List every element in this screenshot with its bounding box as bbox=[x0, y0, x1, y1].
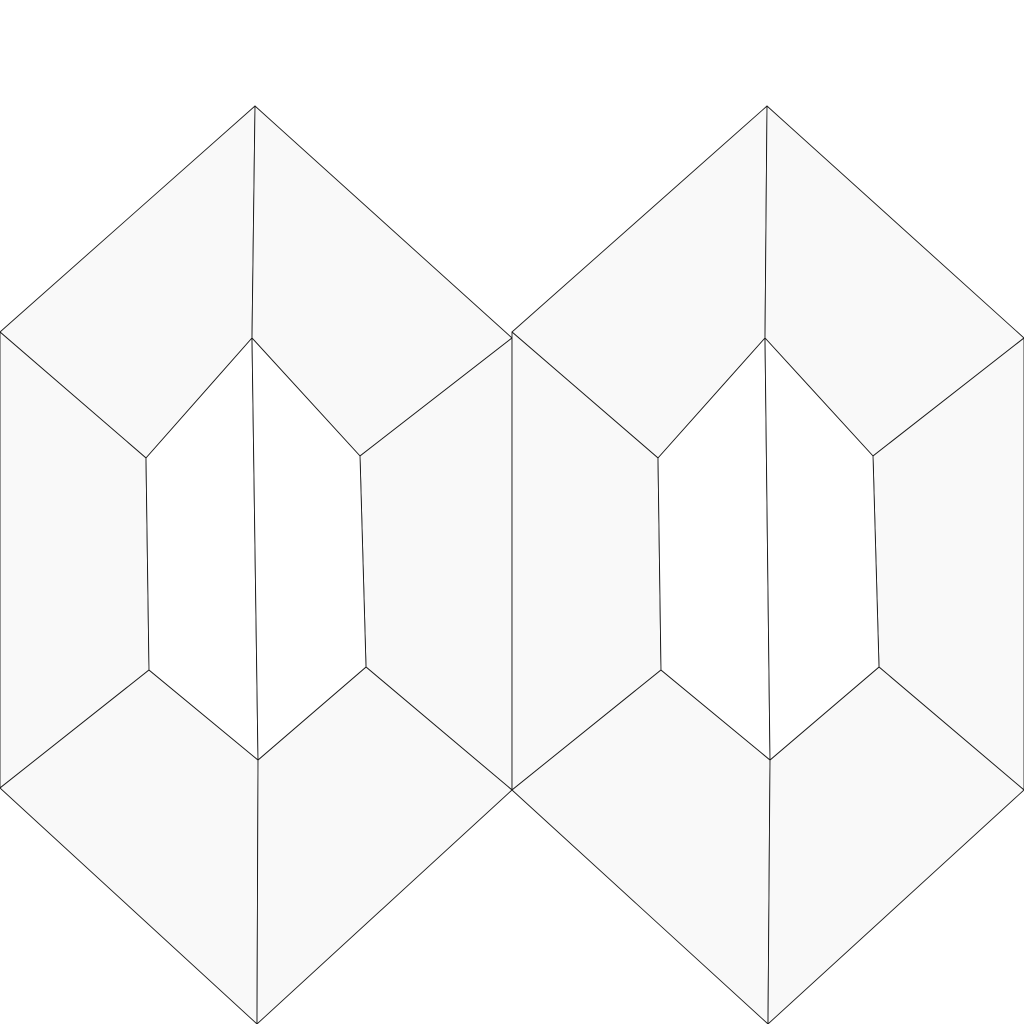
left-inner-right-facet bbox=[251, 337, 367, 761]
prism-tile-left bbox=[0, 105, 513, 1024]
right-inner-right-facet bbox=[764, 337, 880, 761]
tiles-group bbox=[0, 105, 1024, 1024]
prism-tile-right bbox=[511, 105, 1024, 1024]
